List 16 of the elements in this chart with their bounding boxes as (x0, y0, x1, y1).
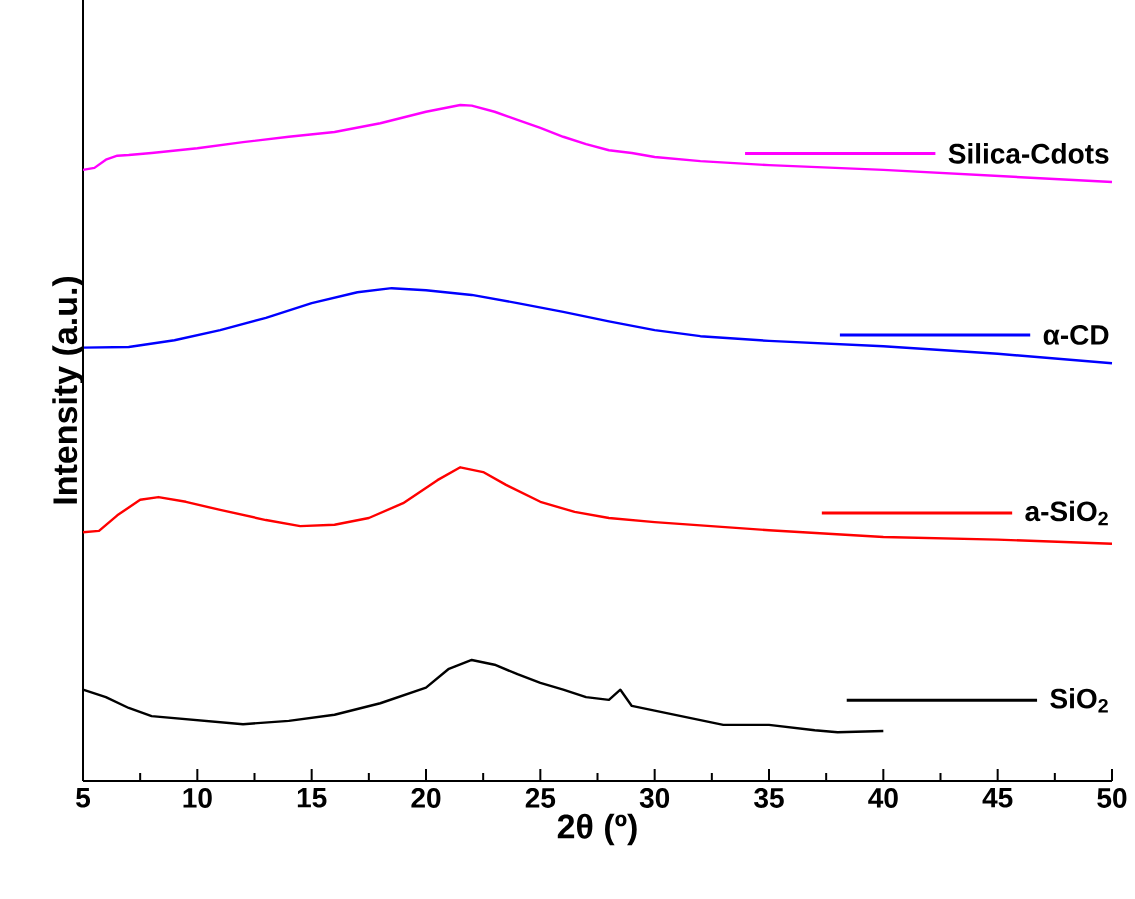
x-tick-label: 35 (754, 788, 784, 808)
series-label: a-SiO$_{2}$ (1025, 500, 1108, 526)
series-label: Silica-Cdots (948, 143, 1109, 164)
series-label: α-CD (1043, 324, 1109, 345)
x-tick-label: 5 (76, 788, 91, 808)
x-tick-label: 25 (525, 788, 556, 808)
x-axis-title: 2θ (º) (557, 813, 637, 846)
x-tick-label: 10 (183, 788, 212, 808)
x-tick-label: 20 (411, 788, 441, 808)
y-axis-title: Intensity (a.u.) (52, 276, 84, 504)
x-tick-label: 40 (868, 788, 898, 808)
text: SiO$_{2}$ (1050, 687, 1108, 713)
x-tick-label: 45 (982, 788, 1013, 808)
x-tick-label: 15 (297, 788, 327, 808)
x-tick-label: 30 (639, 788, 670, 808)
x-tick-label: 50 (1097, 788, 1127, 808)
